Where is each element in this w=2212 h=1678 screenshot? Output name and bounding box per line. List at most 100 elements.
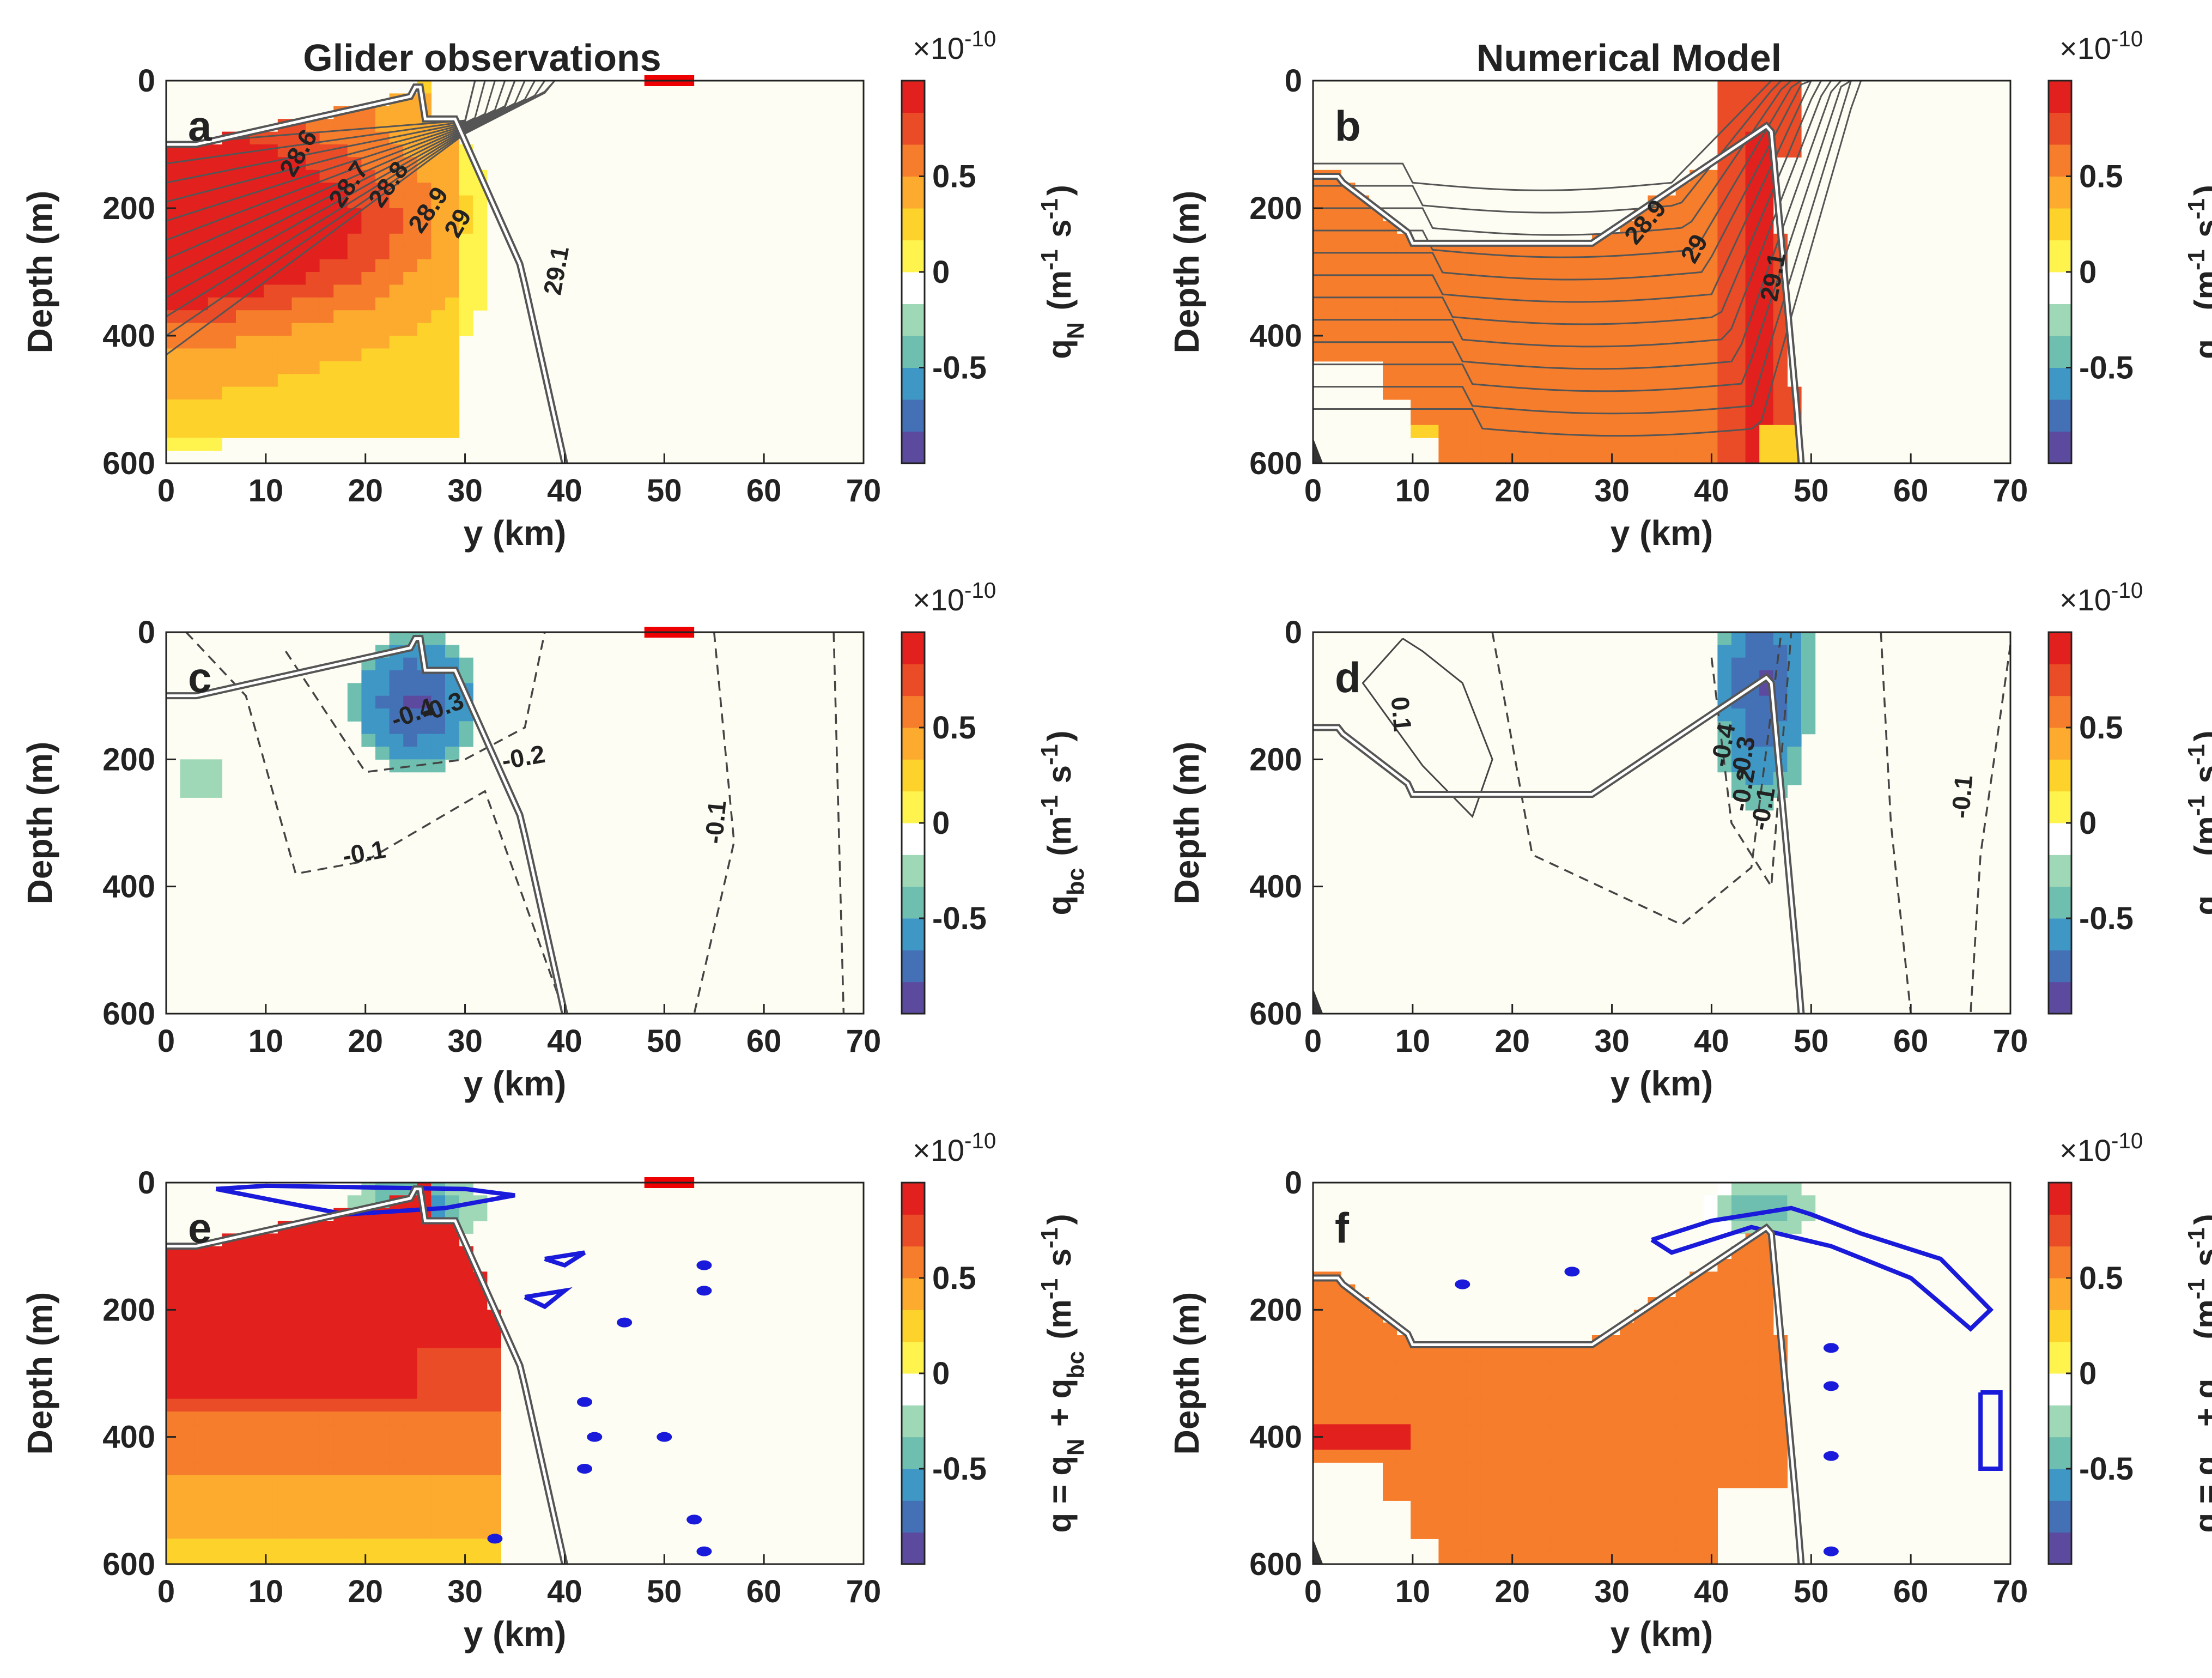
heatmap-cell	[403, 747, 418, 760]
heatmap-cell	[431, 1233, 446, 1247]
heatmap-cell	[1508, 259, 1523, 272]
heatmap-cell	[1633, 450, 1648, 464]
heatmap-cell	[277, 284, 292, 298]
heatmap-cell	[431, 374, 446, 387]
heatmap-cell	[250, 1386, 264, 1400]
heatmap-cell	[333, 233, 348, 247]
colorbar-swatch	[902, 176, 925, 209]
heatmap-cell	[1550, 259, 1565, 272]
heatmap-cell	[1675, 1360, 1690, 1374]
heatmap-cell	[1494, 1373, 1509, 1386]
heatmap-cell	[1494, 1526, 1509, 1539]
heatmap-cell	[1536, 1398, 1551, 1412]
heatmap-cell	[1648, 1462, 1662, 1476]
heatmap-cell	[347, 1233, 362, 1247]
heatmap-cell	[1648, 1310, 1662, 1323]
heatmap-cell	[1787, 1221, 1802, 1234]
heatmap-cell	[1745, 1398, 1760, 1412]
heatmap-cell	[1675, 1348, 1690, 1361]
heatmap-cell	[1773, 1221, 1788, 1234]
heatmap-cell	[1662, 259, 1676, 272]
heatmap-cell	[1313, 272, 1328, 285]
heatmap-cell	[361, 1233, 376, 1247]
heatmap-cell	[1327, 1398, 1341, 1412]
heatmap-cell	[222, 348, 236, 362]
density-contour-line	[166, 80, 526, 280]
positive-contour-line	[1362, 638, 1493, 819]
heatmap-cell	[319, 1246, 334, 1259]
heatmap-cell	[1341, 1424, 1356, 1438]
heatmap-cell	[1745, 759, 1760, 773]
heatmap-cell	[459, 1412, 473, 1425]
heatmap-cell	[1606, 1513, 1620, 1526]
heatmap-cell	[277, 1424, 292, 1438]
heatmap-cell	[277, 1271, 292, 1285]
panel-letter: a	[188, 102, 212, 150]
heatmap-cell	[250, 1513, 264, 1526]
heatmap-cell	[361, 708, 376, 722]
heatmap-cell	[1731, 670, 1746, 683]
density-contour-line	[166, 80, 476, 165]
heatmap-cell	[1564, 259, 1578, 272]
heatmap-cell	[1606, 438, 1620, 451]
x-axis-label: y (km)	[1611, 1064, 1713, 1103]
colorbar-label: qbc (m-1 s-1 )	[2184, 731, 2212, 916]
heatmap-cell	[250, 1526, 264, 1539]
heatmap-cell	[1438, 323, 1453, 336]
heatmap-cell	[1773, 1424, 1788, 1438]
heatmap-cell	[1411, 1526, 1425, 1539]
heatmap-cell	[208, 1398, 222, 1412]
heatmap-cell	[277, 374, 292, 387]
colorbar-swatch	[2049, 1278, 2071, 1310]
heatmap-cell	[166, 1297, 181, 1310]
heatmap-cell	[277, 1335, 292, 1348]
heatmap-cell	[1396, 1488, 1411, 1501]
heatmap-cell	[1466, 1373, 1481, 1386]
heatmap-cell	[1787, 657, 1802, 671]
heatmap-cell	[222, 1513, 236, 1526]
heatmap-cell	[1662, 438, 1676, 451]
heatmap-cell	[417, 284, 432, 298]
heatmap-cell	[1508, 1412, 1523, 1425]
heatmap-cell	[1411, 259, 1425, 272]
heatmap-cell	[1522, 1538, 1537, 1552]
heatmap-cell	[1592, 1386, 1607, 1400]
heatmap-cell	[375, 272, 390, 285]
heatmap-cell	[1480, 272, 1495, 285]
heatmap-cell	[306, 1348, 320, 1361]
heatmap-cell	[1620, 1538, 1634, 1552]
heatmap-cell	[403, 1538, 418, 1552]
heatmap-cell	[1564, 412, 1578, 426]
heatmap-cell	[445, 1271, 460, 1285]
heatmap-cell	[1592, 399, 1607, 413]
heatmap-cell	[361, 323, 376, 336]
heatmap-cell	[1494, 438, 1509, 451]
heatmap-cell	[264, 310, 278, 324]
colorbar-swatch	[902, 695, 925, 728]
colorbar-swatch	[902, 791, 925, 823]
density-contour-line	[166, 80, 536, 299]
heatmap-cell	[417, 348, 432, 362]
heatmap-cell	[180, 438, 195, 451]
heatmap-cell	[166, 1462, 181, 1476]
pv-contour-line	[1650, 1206, 1994, 1332]
heatmap-cell	[403, 1348, 418, 1361]
heatmap-cell	[319, 131, 334, 145]
heatmap-cell	[1341, 1297, 1356, 1310]
heatmap-cell	[1675, 348, 1690, 362]
heatmap-cell	[166, 1538, 181, 1552]
colorbar-swatch	[2049, 823, 2071, 855]
heatmap-cell	[389, 399, 404, 413]
heatmap-cell	[389, 246, 404, 260]
heatmap-cell	[431, 1551, 446, 1565]
heatmap-cell	[1717, 759, 1732, 773]
heatmap-cell	[1675, 1398, 1690, 1412]
heatmap-cell	[250, 310, 264, 324]
heatmap-cell	[264, 1310, 278, 1323]
heatmap-cell	[445, 323, 460, 336]
heatmap-cell	[445, 1373, 460, 1386]
heatmap-cell	[306, 1322, 320, 1336]
heatmap-cell	[375, 1450, 390, 1463]
heatmap-cell	[1745, 1437, 1760, 1450]
heatmap-cell	[1536, 310, 1551, 324]
